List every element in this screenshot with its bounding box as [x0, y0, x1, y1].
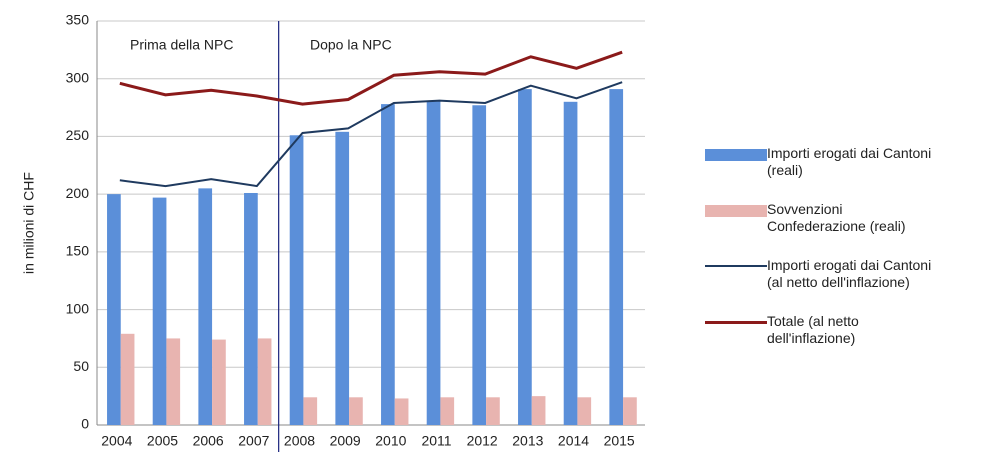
bar	[531, 396, 546, 425]
y-tick-label: 300	[66, 69, 90, 85]
bar	[426, 100, 441, 425]
legend-item: Totale (al netto dell'inflazione)	[705, 313, 945, 347]
bar	[257, 338, 272, 425]
bar	[152, 197, 167, 425]
y-axis-label: in milioni di CHF	[21, 172, 37, 274]
legend-item: Importi erogati dai Cantoni (reali)	[705, 145, 945, 179]
bar	[381, 104, 395, 425]
annotation: Prima della NPC	[130, 37, 233, 53]
bar	[303, 397, 318, 425]
y-tick-label: 50	[73, 358, 89, 374]
bar	[440, 397, 455, 425]
legend-label: Sovvenzioni Confederazione (reali)	[767, 201, 906, 234]
legend-item: Importi erogati dai Cantoni (al netto de…	[705, 257, 945, 291]
annotation: Dopo la NPC	[310, 37, 392, 53]
bar	[120, 333, 135, 425]
bar	[577, 397, 592, 425]
bar	[518, 89, 532, 426]
bar	[212, 339, 226, 425]
x-tick-label: 2015	[604, 433, 635, 449]
x-tick-label: 2007	[238, 433, 269, 449]
bar	[394, 398, 409, 425]
bar	[609, 89, 624, 426]
y-tick-label: 200	[66, 185, 90, 201]
legend-swatch	[705, 149, 767, 161]
legend-label: Importi erogati dai Cantoni (reali)	[767, 145, 932, 178]
y-tick-label: 350	[66, 12, 90, 28]
x-tick-label: 2006	[193, 433, 224, 449]
bar	[563, 101, 578, 426]
line	[119, 81, 623, 188]
y-tick-label: 150	[66, 243, 90, 259]
y-tick-label: 250	[66, 127, 90, 143]
x-tick-label: 2004	[101, 433, 132, 449]
y-tick-label: 0	[81, 416, 89, 432]
bar	[289, 135, 304, 425]
x-tick-label: 2013	[512, 433, 543, 449]
bar	[107, 194, 121, 425]
legend-label: Importi erogati dai Cantoni (al netto de…	[767, 257, 932, 290]
x-tick-label: 2008	[284, 433, 315, 449]
x-tick-label: 2010	[375, 433, 406, 449]
legend-swatch	[705, 205, 767, 217]
legend-swatch	[705, 265, 767, 267]
bar	[349, 397, 363, 425]
bar	[472, 105, 487, 426]
x-tick-label: 2005	[147, 433, 178, 449]
bar	[486, 397, 500, 425]
legend-swatch	[705, 321, 767, 324]
x-tick-label: 2009	[330, 433, 361, 449]
legend-label: Totale (al netto dell'inflazione)	[767, 313, 859, 346]
x-tick-label: 2011	[421, 433, 451, 449]
bar	[623, 397, 637, 425]
legend: Importi erogati dai Cantoni (reali) Sovve…	[705, 145, 945, 369]
y-tick-label: 100	[66, 300, 90, 316]
bar	[198, 188, 213, 425]
line	[119, 50, 623, 106]
x-tick-label: 2014	[558, 433, 589, 449]
bar	[244, 192, 258, 425]
bar	[335, 131, 350, 425]
legend-item: Sovvenzioni Confederazione (reali)	[705, 201, 945, 235]
bar	[166, 338, 181, 425]
x-tick-label: 2012	[467, 433, 498, 449]
